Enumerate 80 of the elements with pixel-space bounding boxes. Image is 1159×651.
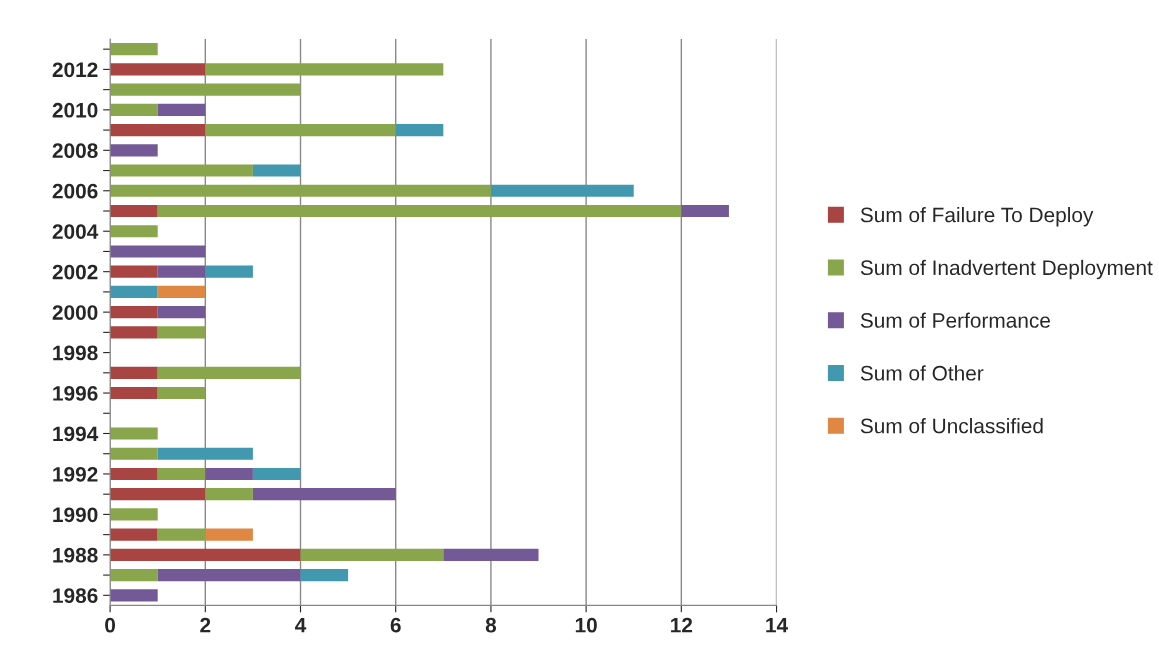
legend-label: Sum of Inadvertent Deployment xyxy=(860,259,1153,280)
bar xyxy=(205,467,253,481)
bar xyxy=(157,285,206,298)
bar xyxy=(110,245,206,258)
bar xyxy=(300,569,349,582)
bar xyxy=(157,306,206,319)
bar xyxy=(205,124,396,137)
bar xyxy=(110,164,253,177)
bar xyxy=(110,204,158,218)
bar xyxy=(110,306,158,319)
bar xyxy=(110,569,158,582)
bar xyxy=(157,326,206,339)
y-tick-label: 1990 xyxy=(53,507,98,523)
bar xyxy=(110,103,158,116)
bar xyxy=(157,467,206,481)
legend-label: Sum of Failure To Deploy xyxy=(860,207,1094,227)
x-tick-label: 14 xyxy=(766,618,789,633)
bar xyxy=(110,43,158,56)
bar xyxy=(110,548,301,561)
bar xyxy=(110,366,158,379)
bar xyxy=(110,225,158,238)
bar xyxy=(110,124,206,137)
bar xyxy=(110,386,158,400)
y-tick-label: 2012 xyxy=(52,62,98,78)
bar xyxy=(110,326,158,339)
x-tick-label: 2 xyxy=(200,617,211,633)
bar xyxy=(110,528,158,541)
y-tick-label: 1986 xyxy=(53,588,98,604)
bar xyxy=(110,467,158,481)
bar xyxy=(110,488,206,501)
bar xyxy=(157,265,206,278)
bar xyxy=(681,204,729,218)
bar xyxy=(110,589,158,602)
bar xyxy=(252,467,301,481)
bar xyxy=(157,528,206,541)
y-tick-label: 1994 xyxy=(53,426,99,442)
bar xyxy=(110,508,158,521)
bar xyxy=(490,184,634,197)
legend-label: Sum of Unclassified xyxy=(860,418,1043,434)
bar xyxy=(157,569,301,582)
bar xyxy=(205,528,253,541)
x-tick-label: 8 xyxy=(485,617,497,633)
bar xyxy=(252,164,301,177)
bar xyxy=(110,184,491,197)
y-tick-label: 2000 xyxy=(52,305,98,320)
bar xyxy=(110,285,158,298)
y-tick-label: 2008 xyxy=(52,143,98,159)
y-tick-label: 2010 xyxy=(52,102,98,118)
bar xyxy=(157,366,301,379)
y-tick-label: 2004 xyxy=(52,224,99,239)
y-tick-label: 2002 xyxy=(52,264,98,280)
bar xyxy=(110,144,158,157)
bar xyxy=(157,103,206,116)
bar xyxy=(110,447,158,460)
x-tick-label: 6 xyxy=(390,617,401,633)
y-tick-label: 1998 xyxy=(53,345,98,361)
bar xyxy=(110,63,206,76)
bar xyxy=(110,427,158,440)
bar xyxy=(110,265,158,278)
y-tick-label: 1992 xyxy=(53,466,98,482)
bar xyxy=(205,488,253,501)
bar xyxy=(157,447,253,460)
x-tick-label: 0 xyxy=(105,617,116,633)
y-tick-label: 1996 xyxy=(53,386,98,401)
legend-label: Sum of Other xyxy=(860,365,984,381)
bar xyxy=(157,204,682,218)
y-tick-label: 1988 xyxy=(53,547,98,563)
bar xyxy=(205,265,253,278)
bar xyxy=(300,548,444,561)
bar xyxy=(443,548,539,561)
x-tick-label: 12 xyxy=(671,617,693,633)
x-tick-label: 10 xyxy=(575,617,597,633)
y-tick-label: 2006 xyxy=(52,183,98,199)
legend-label: Sum of Performance xyxy=(860,312,1050,328)
bar xyxy=(205,63,444,76)
bar xyxy=(157,386,206,400)
bar xyxy=(110,83,301,96)
x-tick-label: 4 xyxy=(295,618,307,633)
bar xyxy=(252,488,396,501)
bar xyxy=(395,124,444,137)
